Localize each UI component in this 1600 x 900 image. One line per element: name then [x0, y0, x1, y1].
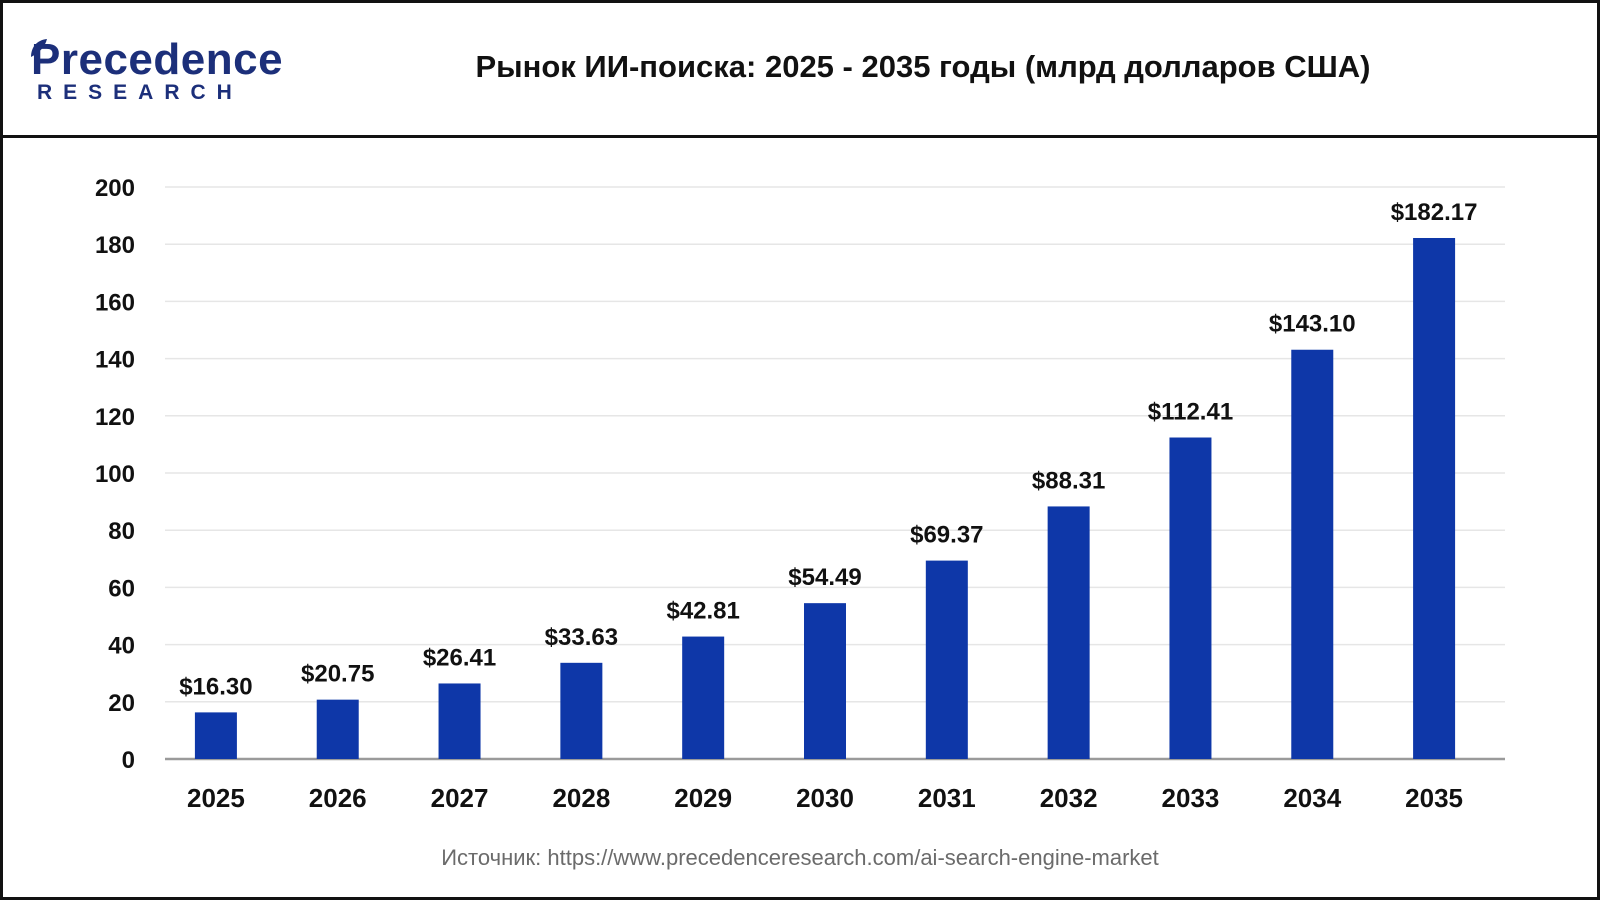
- data-label: $182.17: [1391, 199, 1478, 226]
- source-note: Источник: https://www.precedenceresearch…: [441, 845, 1159, 870]
- x-tick-label: 2026: [309, 783, 367, 813]
- x-tick-label: 2025: [187, 783, 245, 813]
- chart-title: Рынок ИИ-поиска: 2025 - 2035 годы (млрд …: [475, 49, 1371, 84]
- bar: [194, 712, 237, 759]
- bar: [316, 699, 359, 759]
- logo-wordmark: Precedence: [31, 35, 284, 84]
- header: Precedence RESEARCH Рынок ИИ-поиска: 202…: [3, 3, 1597, 138]
- bar: [1291, 349, 1334, 759]
- y-tick-label: 140: [95, 347, 135, 374]
- x-tick-label: 2032: [1040, 783, 1098, 813]
- data-label: $26.41: [423, 644, 496, 671]
- x-tick-label: 2029: [674, 783, 732, 813]
- data-label: $16.30: [179, 673, 252, 700]
- bar: [438, 683, 481, 759]
- y-tick-label: 120: [95, 404, 135, 431]
- x-tick-label: 2034: [1283, 783, 1341, 813]
- data-label: $54.49: [788, 564, 861, 591]
- brand-logo: Precedence RESEARCH: [31, 31, 291, 111]
- bar: [1047, 506, 1090, 759]
- data-label: $88.31: [1032, 467, 1105, 494]
- bar: [804, 603, 846, 759]
- y-tick-label: 80: [108, 518, 135, 545]
- x-tick-label: 2031: [918, 783, 976, 813]
- x-tick-label: 2027: [431, 783, 489, 813]
- x-tick-label: 2030: [796, 783, 854, 813]
- data-label: $112.41: [1148, 399, 1233, 426]
- data-label: $69.37: [910, 522, 983, 549]
- bar: [925, 560, 968, 759]
- bar: [682, 636, 725, 759]
- data-label: $20.75: [301, 661, 374, 688]
- bar: [560, 662, 603, 759]
- data-label: $33.63: [545, 624, 618, 651]
- bar: [1169, 437, 1212, 759]
- y-tick-label: 100: [95, 461, 135, 488]
- bar: [1413, 237, 1456, 760]
- x-tick-label: 2033: [1162, 783, 1220, 813]
- y-tick-label: 40: [108, 633, 135, 660]
- y-tick-label: 180: [95, 232, 135, 259]
- x-tick-label: 2028: [552, 783, 610, 813]
- bar-chart: 0 20 40 60 80 100 120 140 160 180 200 $16.30 2025 $20…: [95, 175, 1505, 813]
- y-tick-label: 200: [95, 175, 135, 202]
- data-label: $143.10: [1269, 311, 1356, 338]
- y-tick-label: 60: [108, 575, 135, 602]
- y-tick-label: 20: [108, 690, 135, 717]
- y-tick-label: 0: [122, 747, 135, 774]
- y-tick-label: 160: [95, 289, 135, 316]
- logo-subtitle: RESEARCH: [37, 81, 243, 104]
- x-tick-label: 2035: [1405, 783, 1463, 813]
- leaf-icon: [31, 39, 47, 57]
- data-label: $42.81: [666, 598, 739, 625]
